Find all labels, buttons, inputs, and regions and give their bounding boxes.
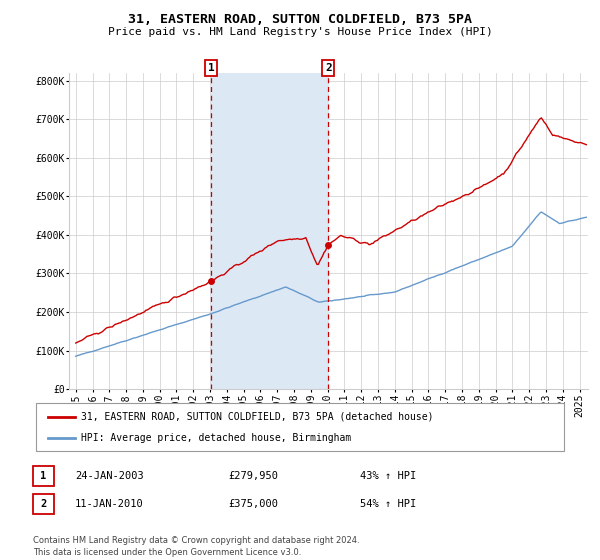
Text: Price paid vs. HM Land Registry's House Price Index (HPI): Price paid vs. HM Land Registry's House … — [107, 27, 493, 37]
Text: 43% ↑ HPI: 43% ↑ HPI — [360, 471, 416, 481]
Text: 11-JAN-2010: 11-JAN-2010 — [75, 499, 144, 509]
Text: 54% ↑ HPI: 54% ↑ HPI — [360, 499, 416, 509]
Text: 31, EASTERN ROAD, SUTTON COLDFIELD, B73 5PA (detached house): 31, EASTERN ROAD, SUTTON COLDFIELD, B73 … — [81, 412, 433, 422]
Text: 2: 2 — [325, 63, 332, 73]
Text: Contains HM Land Registry data © Crown copyright and database right 2024.
This d: Contains HM Land Registry data © Crown c… — [33, 536, 359, 557]
Text: 2: 2 — [40, 499, 47, 509]
Text: 24-JAN-2003: 24-JAN-2003 — [75, 471, 144, 481]
Text: 31, EASTERN ROAD, SUTTON COLDFIELD, B73 5PA: 31, EASTERN ROAD, SUTTON COLDFIELD, B73 … — [128, 13, 472, 26]
Text: £279,950: £279,950 — [228, 471, 278, 481]
Text: 1: 1 — [208, 63, 215, 73]
Text: £375,000: £375,000 — [228, 499, 278, 509]
Text: 1: 1 — [40, 471, 47, 481]
Bar — [211, 73, 328, 389]
Text: HPI: Average price, detached house, Birmingham: HPI: Average price, detached house, Birm… — [81, 433, 351, 444]
